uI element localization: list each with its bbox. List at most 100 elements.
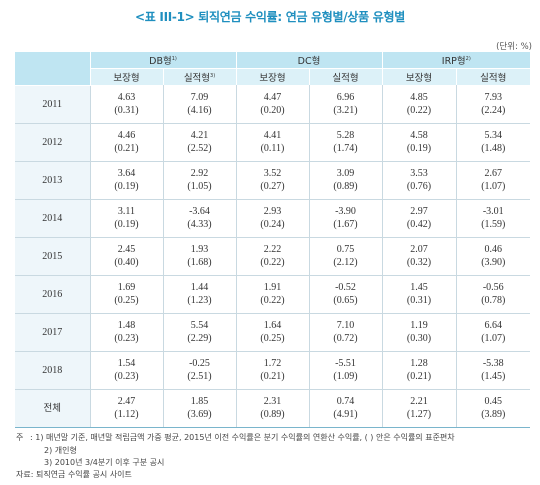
std-dev-value: (1.74) <box>333 143 358 154</box>
table-row: 2012 4.46 (0.21) 4.21 (2.52) 4.41 (0.11) 5.28 (1… <box>15 123 531 162</box>
std-dev-value: (1.45) <box>481 371 506 382</box>
std-dev-value: (2.24) <box>481 104 506 116</box>
std-dev-value: (0.22) <box>406 104 432 116</box>
mean-value: 7.10 <box>336 320 355 331</box>
value-cell: -0.25 (2.51) <box>162 351 236 390</box>
mean-value: 4.58 <box>410 130 428 141</box>
mean-value: -3.64 <box>189 206 210 217</box>
value-cell: 2.21 (1.27) <box>381 389 457 428</box>
value-cell: 1.85 (3.69) <box>162 389 236 428</box>
value-cell: 4.46 (0.21) <box>89 123 163 162</box>
value-cell: 2.67 (1.07) <box>455 161 531 200</box>
std-dev-value: (1.05) <box>187 181 212 192</box>
mean-value: 7.09 <box>190 91 209 103</box>
value-cell: 4.47 (0.20) <box>235 85 309 124</box>
std-dev-value: (0.19) <box>406 143 432 154</box>
std-dev-value: (0.27) <box>260 181 285 192</box>
std-dev-value: (0.19) <box>114 181 139 192</box>
value-cell: 1.44 (1.23) <box>162 275 236 314</box>
mean-value: 0.74 <box>336 396 355 407</box>
mean-value: 2.31 <box>263 396 282 407</box>
value-cell: -3.64 (4.33) <box>162 199 236 238</box>
sub-header: 보장형 <box>89 68 163 85</box>
value-cell: 4.58 (0.19) <box>381 123 457 162</box>
mean-value: 2.47 <box>117 396 136 407</box>
mean-value: -5.38 <box>482 358 504 369</box>
mean-value: 2.22 <box>263 244 282 255</box>
mean-value: 3.11 <box>117 206 136 217</box>
row-label: 전체 <box>15 389 90 428</box>
mean-value: 4.63 <box>117 91 136 103</box>
mean-value: 3.53 <box>410 168 428 179</box>
std-dev-value: (1.07) <box>481 181 506 192</box>
mean-value: 1.72 <box>263 358 282 369</box>
mean-value: 5.34 <box>484 130 503 141</box>
mean-value: -3.90 <box>335 206 356 217</box>
std-dev-value: (1.27) <box>406 409 432 420</box>
value-cell: 3.53 (0.76) <box>381 161 457 200</box>
table-row: 2017 1.48 (0.23) 5.54 (2.29) 1.64 (0.25) 7.10 (0… <box>15 313 531 352</box>
std-dev-value: (3.69) <box>187 409 212 420</box>
mean-value: 2.97 <box>410 206 428 217</box>
value-cell: 4.85 (0.22) <box>381 85 457 124</box>
std-dev-value: (1.48) <box>481 143 506 154</box>
table-body: 2011 4.63 (0.31) 7.09 (4.16) 4.47 (0.20) 6.96 (3… <box>15 85 531 428</box>
mean-value: 4.21 <box>190 130 209 141</box>
value-cell: 3.64 (0.19) <box>89 161 163 200</box>
sub-header: 실적형 <box>455 68 531 85</box>
mean-value: -0.52 <box>335 282 356 293</box>
std-dev-value: (0.25) <box>114 295 139 306</box>
row-label: 2012 <box>15 123 90 162</box>
value-cell: 7.93 (2.24) <box>455 85 531 124</box>
value-cell: 6.96 (3.21) <box>308 85 383 124</box>
unit-label: (단위: %) <box>496 42 532 52</box>
std-dev-value: (0.24) <box>260 219 285 230</box>
mean-value: 0.75 <box>336 244 355 255</box>
mean-value: 2.45 <box>117 244 136 255</box>
table-row: 2013 3.64 (0.19) 2.92 (1.05) 3.52 (0.27) 3.09 (0… <box>15 161 531 200</box>
value-cell: -5.38 (1.45) <box>455 351 531 390</box>
value-cell: 2.92 (1.05) <box>162 161 236 200</box>
std-dev-value: (1.07) <box>481 333 506 344</box>
std-dev-value: (0.23) <box>114 333 139 344</box>
footnote-1: : 1) 매년말 기준, 매년말 적립금액 가중 평균, 2015년 이전 수익… <box>30 433 455 442</box>
mean-value: 1.45 <box>410 282 428 293</box>
value-cell: -3.01 (1.59) <box>455 199 531 238</box>
value-cell: -0.52 (0.65) <box>308 275 383 314</box>
row-label: 2011 <box>15 85 90 124</box>
value-cell: 0.46 (3.90) <box>455 237 531 276</box>
value-cell: 2.93 (0.24) <box>235 199 309 238</box>
std-dev-value: (1.68) <box>187 257 212 268</box>
std-dev-value: (0.22) <box>260 295 285 306</box>
table-title: <표 III-1> 퇴직연금 수익률: 연금 유형별/상품 유형별 <box>135 10 405 24</box>
mean-value: 1.91 <box>263 282 282 293</box>
mean-value: 4.85 <box>410 91 428 103</box>
value-cell: 5.28 (1.74) <box>308 123 383 162</box>
value-cell: 7.10 (0.72) <box>308 313 383 352</box>
value-cell: 2.47 (1.12) <box>89 389 163 428</box>
mean-value: 2.21 <box>410 396 428 407</box>
mean-value: -5.51 <box>335 358 356 369</box>
std-dev-value: (0.42) <box>406 219 432 230</box>
value-cell: 1.91 (0.22) <box>235 275 309 314</box>
mean-value: 7.93 <box>484 91 503 103</box>
sub-header-row: 보장형 실적형3) 보장형 실적형 보장형 실적형 <box>15 68 531 85</box>
std-dev-value: (4.91) <box>333 409 358 420</box>
value-cell: 0.75 (2.12) <box>308 237 383 276</box>
std-dev-value: (3.21) <box>333 104 358 116</box>
std-dev-value: (2.29) <box>187 333 212 344</box>
value-cell: -0.56 (0.78) <box>455 275 531 314</box>
value-cell: -3.90 (1.67) <box>308 199 383 238</box>
table-row: 전체 2.47 (1.12) 1.85 (3.69) 2.31 (0.89) 0.74 (4.9… <box>15 389 531 428</box>
value-cell: 5.34 (1.48) <box>455 123 531 162</box>
mean-value: 3.09 <box>336 168 355 179</box>
std-dev-value: (0.89) <box>260 409 285 420</box>
std-dev-value: (1.59) <box>481 219 506 230</box>
std-dev-value: (0.21) <box>406 371 432 382</box>
mean-value: 3.64 <box>117 168 136 179</box>
value-cell: 1.72 (0.21) <box>235 351 309 390</box>
std-dev-value: (3.89) <box>481 409 506 420</box>
sub-header: 보장형 <box>235 68 309 85</box>
value-cell: -5.51 (1.09) <box>308 351 383 390</box>
mean-value: 3.52 <box>263 168 282 179</box>
